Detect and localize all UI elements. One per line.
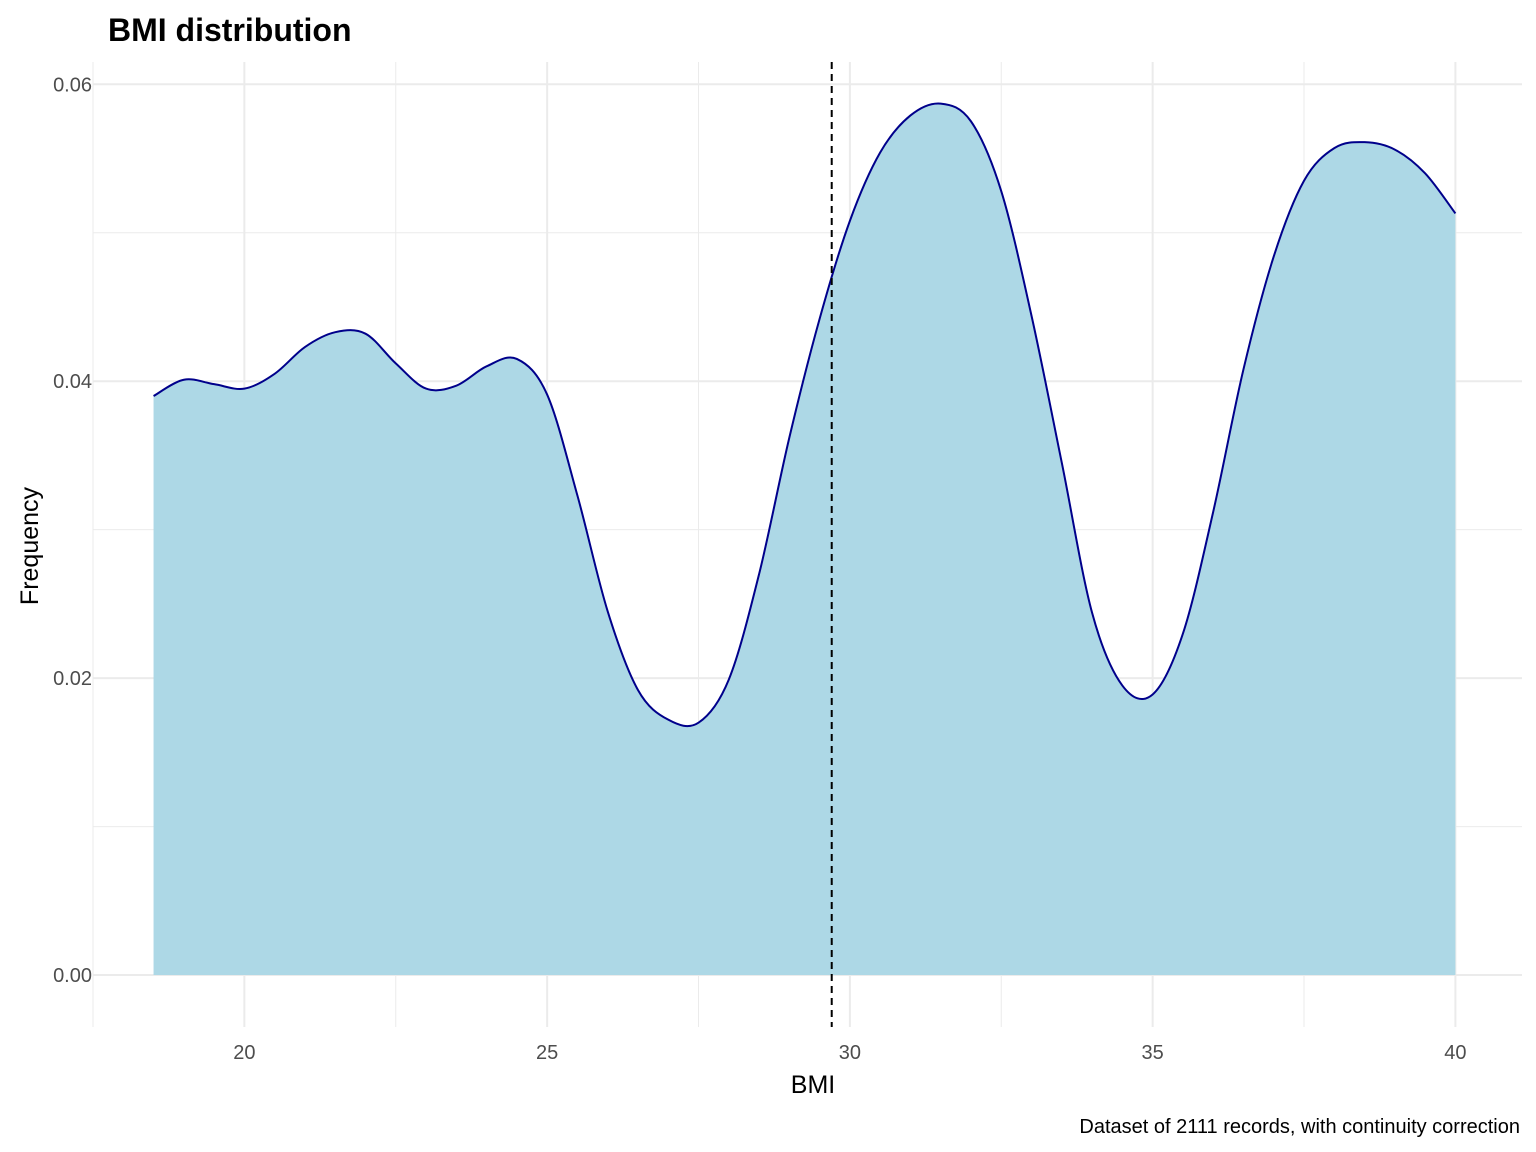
x-axis-ticks: 20 25 30 35 40 <box>233 1042 1466 1064</box>
chart-title: BMI distribution <box>108 12 352 48</box>
density-line <box>153 102 1457 728</box>
y-tick-label: 0.02 <box>53 668 92 690</box>
y-tick-label: 0.04 <box>53 371 92 393</box>
x-tick-label: 35 <box>1142 1042 1164 1064</box>
y-axis-title: Frequency <box>16 486 44 605</box>
x-tick-label: 30 <box>839 1042 861 1064</box>
chart-caption: Dataset of 2111 records, with continuity… <box>1079 1116 1520 1138</box>
x-axis-title: BMI <box>791 1071 835 1099</box>
y-axis-ticks: 0.00 0.02 0.04 0.06 <box>53 74 92 987</box>
y-tick-label: 0.00 <box>53 965 92 987</box>
y-tick-label: 0.06 <box>53 74 92 96</box>
x-tick-label: 40 <box>1444 1042 1466 1064</box>
x-tick-label: 20 <box>233 1042 255 1064</box>
x-tick-label: 25 <box>536 1042 558 1064</box>
density-area <box>153 103 1456 976</box>
